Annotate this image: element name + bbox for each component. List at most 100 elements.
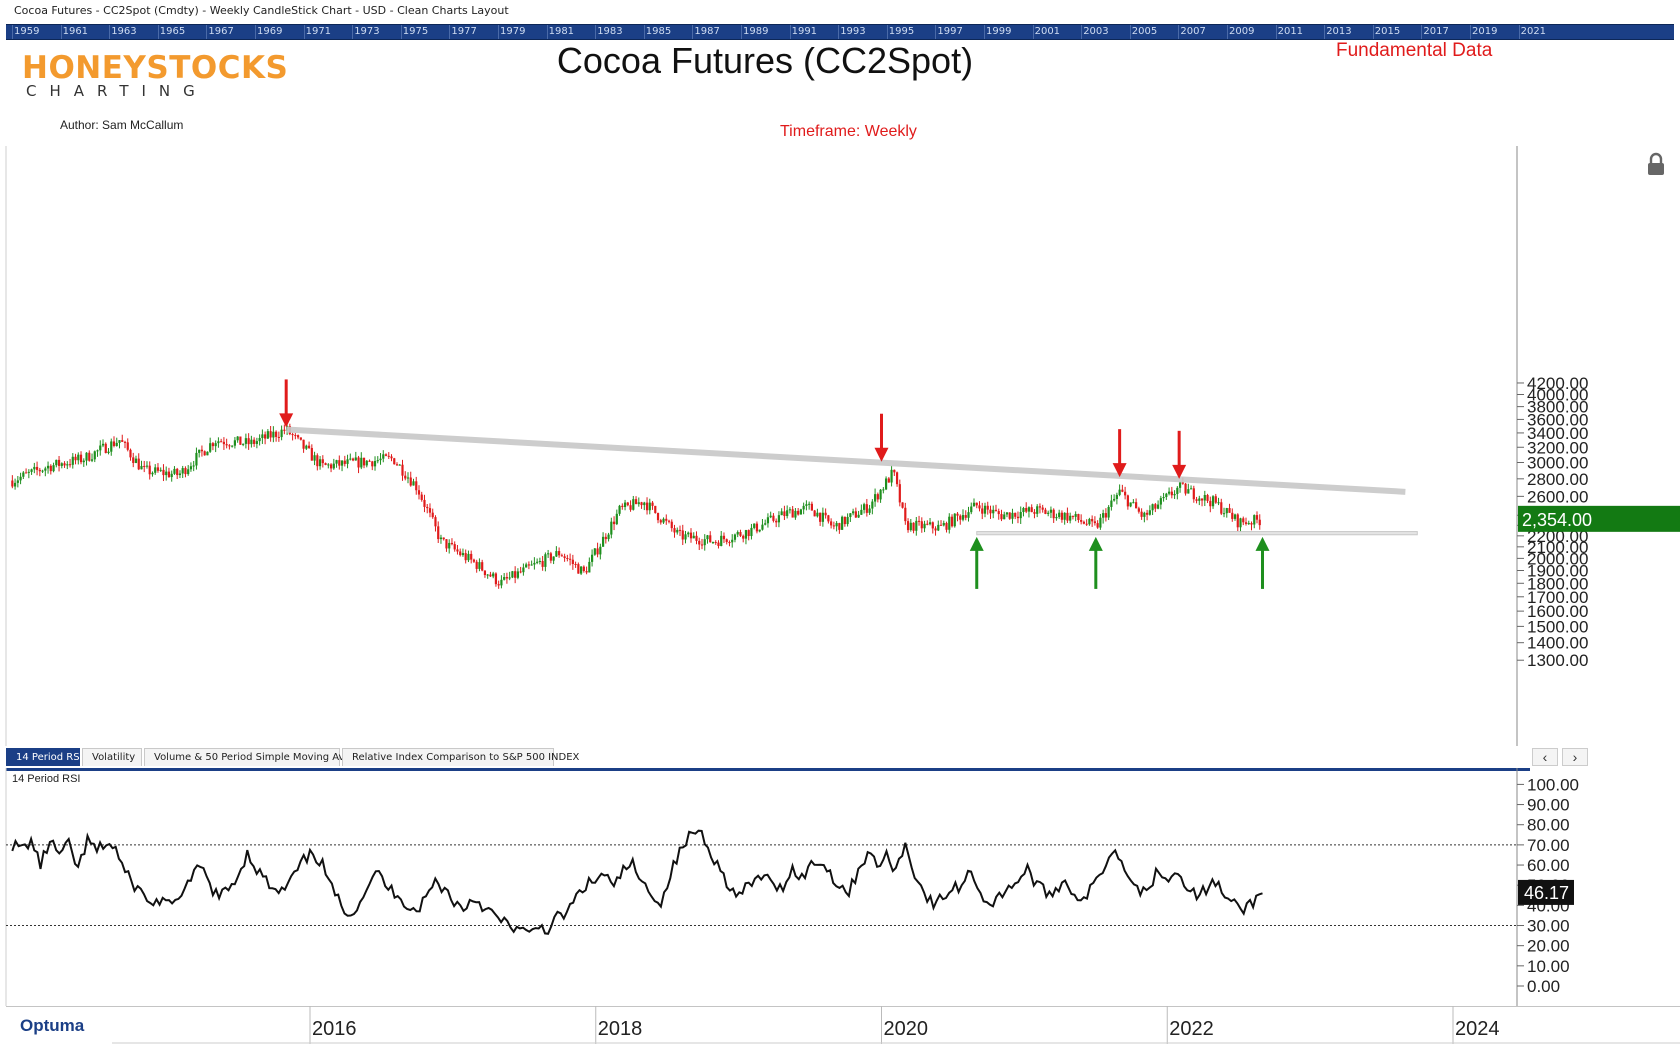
candle-body [236,436,239,441]
overview-tick [1081,25,1083,39]
overview-tick [1518,25,1520,39]
tab-volatility[interactable]: Volatility [82,748,142,766]
candle-body [176,468,179,476]
candle-body [189,466,193,470]
price-tick-label: 3000.00 [1527,454,1588,473]
candle-body [343,460,346,464]
candle-body [220,441,223,443]
candle-body [1195,499,1198,501]
candle-body [1124,491,1127,496]
candle-body [937,524,940,531]
candle-body [46,465,50,469]
candle-body [313,455,316,461]
rsi-tick-label: 100.00 [1527,775,1579,794]
overview-year-label: 1969 [257,26,283,37]
arrow-down-head [874,447,889,462]
chevron-right-icon[interactable]: › [1562,748,1588,766]
candle-body [203,451,206,456]
tab-volume[interactable]: Volume & 50 Period Simple Moving Average [144,748,373,766]
candle-body [1085,523,1088,525]
candle-body [291,434,294,436]
candle-body [1063,512,1066,520]
candle-body [1198,498,1201,501]
price-tick-label: 3600.00 [1527,410,1588,429]
candle-body [563,556,566,559]
candle-body [890,469,893,483]
price-chart[interactable]: 4200.004000.003800.003600.003400.003200.… [0,146,1680,746]
fundamental-data-link[interactable]: Fundamental Data [1336,40,1493,61]
candle-body [862,504,866,510]
candle-body [30,469,33,472]
candle-body [1000,514,1003,520]
overview-year-label: 1963 [111,26,137,37]
tab-rsi[interactable]: 14 Period RSI [6,748,83,766]
candle-body [871,501,874,509]
candle-body [659,520,662,523]
candle-body [321,459,324,464]
candle-body [711,542,715,544]
candle-body [909,522,912,531]
overview-year-label: 1999 [986,26,1012,37]
rsi-chart[interactable]: 100.0090.0080.0070.0060.0050.0040.0030.0… [0,768,1680,1006]
candle-body [296,435,300,438]
candle-body [233,440,236,446]
candle-body [1047,512,1050,514]
candle-body [852,511,855,514]
overview-year-label: 2021 [1520,26,1547,37]
tab-relative-index[interactable]: Relative Index Comparison to S&P 500 IND… [342,748,579,766]
overview-tick [1470,25,1471,39]
overview-tick [984,25,985,39]
candle-body [783,511,786,517]
candle-body [1214,496,1217,503]
candle-body [1151,504,1154,511]
lock-icon[interactable] [1645,152,1667,181]
candle-body [316,455,319,467]
candle-body [629,505,632,510]
candle-body [349,458,352,460]
candle-body [283,429,286,431]
price-tick-label: 1900.00 [1527,561,1588,580]
candle-body [997,511,1000,515]
candle-body [558,551,561,556]
candle-body [170,473,173,478]
candle-body [522,567,525,573]
candle-body [1041,507,1044,510]
candle-body [1071,515,1075,517]
candle-body [22,472,25,477]
candle-body [519,571,522,573]
candle-body [88,452,91,461]
candle-body [865,504,868,513]
candle-body [717,542,720,547]
candle-body [351,458,355,461]
candle-body [459,551,462,556]
candle-body [599,546,602,555]
candle-body [942,522,945,526]
arrow-down-head [1112,463,1127,478]
candle-body [830,521,833,526]
candle-body [1250,523,1253,525]
candle-body [915,520,918,531]
overview-year-label: 1991 [791,26,818,37]
chevron-left-icon[interactable]: ‹ [1532,748,1558,766]
overview-timeline[interactable]: 1959 1961 1963 1965 1967 1969 1971 1973 1975 1977… [6,24,1674,40]
candle-body [231,445,234,447]
overview-tick [1421,25,1423,39]
candle-body [689,532,693,539]
candle-body [1255,515,1259,520]
candle-body [1187,489,1190,494]
candle-body [445,539,448,549]
chart-title-wrap: Cocoa Futures (CC2Spot) [0,40,1680,82]
candle-body [827,515,830,522]
candle-body [841,516,844,530]
candle-body [956,513,959,516]
candle-body [1077,514,1080,520]
overview-tick [1372,25,1374,39]
chart-title: Cocoa Futures (CC2Spot) [556,40,974,81]
overview-tick [12,25,13,39]
candle-body [585,571,588,573]
candle-body [577,564,580,574]
candle-body [247,438,250,445]
candle-body [472,559,476,562]
candle-body [503,577,506,580]
candle-body [143,465,146,467]
